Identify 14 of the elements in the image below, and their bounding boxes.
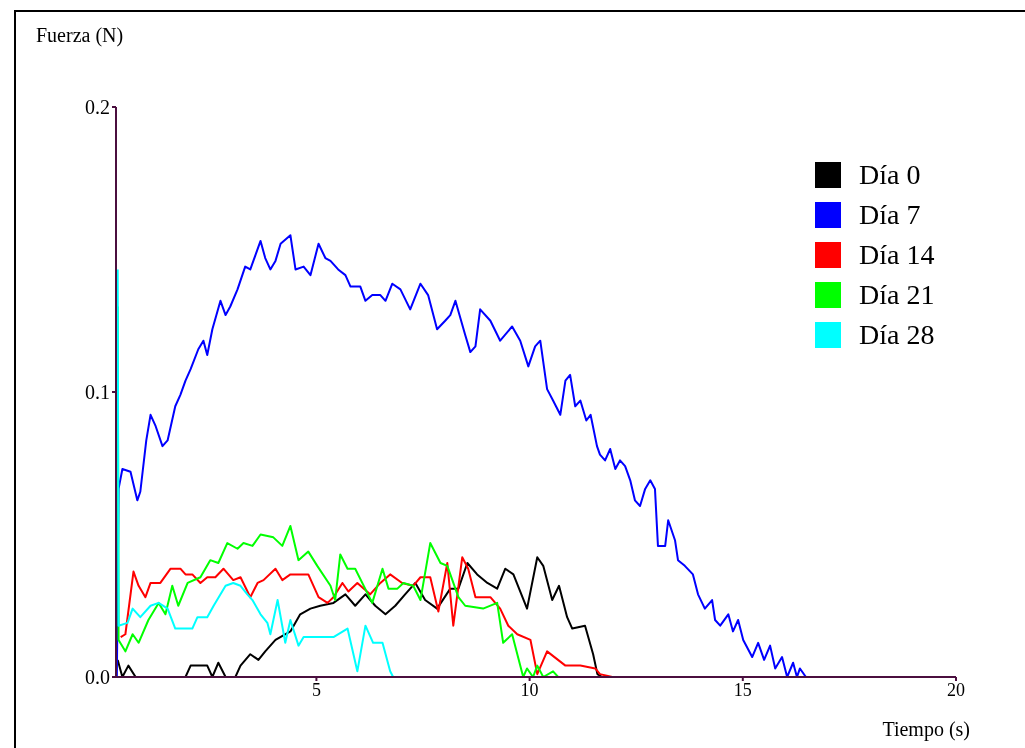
y-tick-label: 0.2	[85, 96, 110, 119]
legend-label: Día 21	[859, 278, 935, 312]
legend-label: Día 14	[859, 238, 935, 272]
legend-label: Día 28	[859, 318, 935, 352]
x-tick-label: 20	[947, 679, 965, 700]
y-axis-title: Fuerza (N)	[36, 24, 124, 47]
x-axis-title: Tiempo (s)	[882, 718, 970, 741]
x-tick-label: 10	[520, 679, 539, 700]
y-tick-label: 0.0	[85, 666, 110, 689]
legend-label: Día 7	[859, 198, 921, 232]
x-tick-label: 5	[311, 679, 321, 700]
y-tick-label: 0.1	[85, 381, 110, 404]
x-tick-label: 15	[733, 679, 752, 700]
legend-label: Día 0	[859, 158, 921, 192]
